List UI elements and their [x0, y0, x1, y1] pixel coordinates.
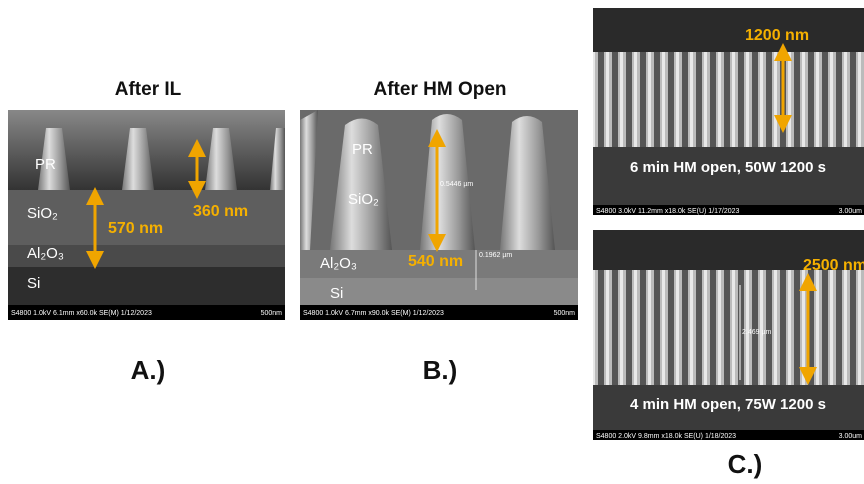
- layer-label: PR: [35, 156, 56, 173]
- measurement: 2500 nm: [803, 257, 864, 274]
- caption: 6 min HM open, 50W 1200 s: [630, 159, 826, 176]
- measurement: 570 nm: [108, 220, 163, 237]
- pillar-array: [593, 52, 864, 147]
- footer: S4800 3.0kV 11.2mm x18.0k SE(U) 1/17/202…: [596, 208, 740, 215]
- figure: After IL PR SiO₂ Al₂O₃ Si 570 nm 360 nm …: [0, 0, 864, 484]
- layer-label: Al₂O₃: [27, 245, 64, 262]
- footer: S4800 1.0kV 6.1mm x60.0k SE(M) 1/12/2023: [11, 310, 152, 317]
- scale: 3.00um: [839, 433, 863, 440]
- layer-label: PR: [352, 141, 373, 158]
- measurement: 0.5446 µm: [440, 181, 473, 188]
- caption: 4 min HM open, 75W 1200 s: [630, 396, 826, 413]
- scale: 500nm: [261, 310, 283, 317]
- footer: S4800 1.0kV 6.7mm x90.0k SE(M) 1/12/2023: [303, 310, 444, 317]
- pillar-array: [593, 270, 864, 385]
- measurement: 540 nm: [408, 253, 463, 270]
- measurement: 0.1962 µm: [479, 252, 512, 259]
- scale: 500nm: [554, 310, 576, 317]
- layer-label: Al₂O₃: [320, 255, 357, 272]
- panel-label: B.): [423, 355, 458, 385]
- panel-label: A.): [131, 355, 166, 385]
- measurement: 360 nm: [193, 203, 248, 220]
- panel-b: After HM Open PR SiO₂ Al₂O₃ Si 540 nm 0.…: [300, 79, 578, 385]
- si-layer: [8, 267, 285, 305]
- panel-c: 1200 nm 6 min HM open, 50W 1200 s S4800 …: [593, 8, 864, 479]
- layer-label: Si: [27, 275, 40, 292]
- panel-label: C.): [728, 449, 763, 479]
- layer-label: SiO₂: [27, 205, 58, 222]
- panel-title: After HM Open: [374, 79, 507, 100]
- layer-label: Si: [330, 285, 343, 302]
- measurement: 1200 nm: [745, 27, 809, 44]
- footer: S4800 2.0kV 9.8mm x18.0k SE(U) 1/18/2023: [596, 433, 736, 440]
- substrate: [593, 147, 864, 205]
- scale: 3.00um: [839, 208, 863, 215]
- panel-a: After IL PR SiO₂ Al₂O₃ Si 570 nm 360 nm …: [8, 79, 285, 385]
- panel-title: After IL: [115, 79, 182, 100]
- layer-label: SiO₂: [348, 191, 379, 208]
- measurement: 2.469 µm: [742, 329, 771, 336]
